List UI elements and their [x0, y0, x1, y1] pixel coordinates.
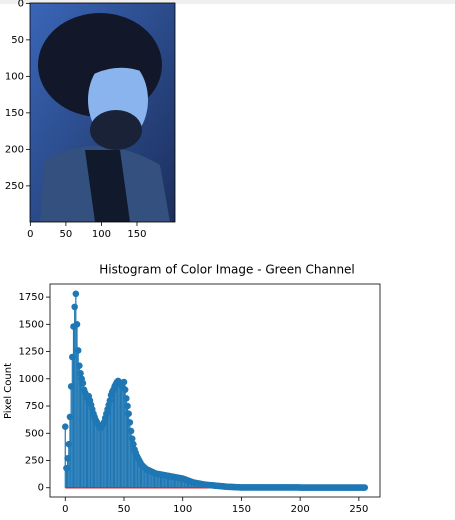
y-tick-label: 1500 [19, 319, 44, 330]
stem-marker [61, 423, 69, 431]
stem-marker [130, 440, 137, 448]
chart-title: Histogram of Color Image - Green Channel [99, 263, 355, 277]
y-tick-label: 150 [5, 108, 24, 119]
x-tick-label: 50 [118, 504, 131, 515]
photo [30, 3, 175, 222]
stem-marker [79, 379, 87, 387]
y-tick-label: 500 [25, 428, 44, 439]
stem-marker [77, 370, 84, 377]
y-tick-label: 0 [18, 0, 24, 9]
stem-marker [64, 455, 71, 462]
stem-marker [65, 440, 73, 448]
y-tick-label: 1750 [19, 292, 44, 303]
stem-marker [66, 413, 74, 421]
stem-marker [106, 397, 114, 404]
y-tick-label: 200 [5, 144, 24, 155]
stem-marker [361, 484, 369, 491]
y-tick-label: 0 [38, 483, 44, 494]
stem-marker [124, 402, 131, 410]
y-tick-label: 1250 [19, 347, 44, 358]
x-tick-label: 0 [27, 229, 33, 240]
x-tick-label: 150 [127, 229, 146, 240]
y-tick-label: 1000 [19, 374, 44, 385]
stem-marker [125, 410, 132, 417]
x-tick-label: 100 [173, 504, 192, 515]
stem-marker [72, 290, 80, 298]
stem-marker [69, 353, 76, 361]
stem-marker [76, 362, 83, 370]
y-axis-label: Pixel Count [3, 363, 14, 419]
stem-marker [63, 464, 70, 472]
x-tick-label: 200 [291, 504, 310, 515]
stem-marker [67, 383, 75, 390]
y-tick-label: 250 [5, 181, 24, 192]
stem-marker [123, 395, 130, 402]
y-tick-label: 250 [25, 456, 44, 467]
x-tick-label: 50 [60, 229, 73, 240]
y-tick-label: 750 [25, 401, 44, 412]
y-tick-label: 50 [11, 35, 24, 46]
axes-frame [49, 283, 381, 498]
y-tick-label: 100 [5, 71, 24, 82]
stem-marker [74, 347, 82, 354]
x-tick-label: 0 [62, 504, 68, 515]
x-tick-label: 100 [92, 229, 111, 240]
stem-marker [128, 435, 136, 443]
stem-marker [121, 386, 129, 393]
top-bar [0, 0, 455, 4]
stem-marker [73, 321, 81, 328]
stem-marker [126, 419, 134, 426]
stem-marker [120, 378, 128, 386]
x-tick-label: 250 [349, 504, 368, 515]
stem-marker [127, 427, 135, 435]
x-tick-label: 150 [232, 504, 251, 515]
stem-marker [71, 303, 78, 311]
